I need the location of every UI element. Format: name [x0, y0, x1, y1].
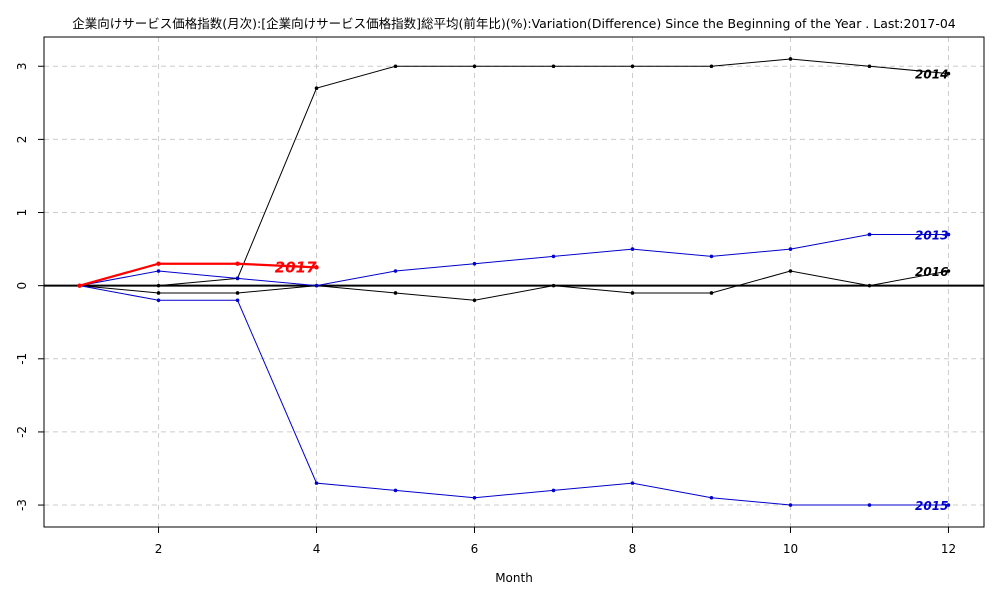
- x-tick-label: 12: [941, 542, 956, 556]
- data-point: [472, 64, 477, 69]
- series-line-2015: [79, 285, 949, 506]
- x-tick-label: 6: [471, 542, 479, 556]
- data-point: [946, 71, 951, 76]
- grid-lines: [44, 37, 984, 527]
- data-point: [235, 276, 240, 281]
- y-tick-label: -2: [15, 426, 29, 438]
- data-point: [946, 269, 951, 273]
- data-point: [709, 64, 714, 69]
- data-point: [709, 254, 714, 259]
- data-point: [867, 283, 872, 288]
- series-2013: [77, 232, 951, 288]
- data-point: [393, 269, 398, 273]
- data-point: [156, 291, 161, 295]
- data-point: [630, 64, 635, 69]
- data-point: [788, 503, 793, 507]
- x-tick-label: 8: [629, 542, 637, 556]
- series-line-2014: [79, 58, 949, 287]
- data-point: [788, 269, 793, 273]
- data-point: [314, 283, 319, 288]
- y-tick-label: 2: [15, 136, 29, 144]
- data-point: [156, 283, 161, 288]
- data-point: [946, 503, 951, 507]
- x-tick-label: 10: [783, 542, 798, 556]
- series-2015: [77, 283, 951, 507]
- data-point: [630, 247, 635, 251]
- data-point: [314, 481, 319, 485]
- x-tick-label: 4: [313, 542, 321, 556]
- series-line-2013: [79, 233, 949, 287]
- data-point: [551, 254, 556, 259]
- series-2014: [77, 57, 951, 288]
- y-tick-label: 3: [15, 62, 29, 70]
- data-point: [314, 265, 319, 270]
- data-point: [156, 261, 161, 266]
- data-point: [393, 64, 398, 69]
- data-point: [788, 57, 793, 61]
- data-point: [393, 291, 398, 295]
- chart-title: 企業向けサービス価格指数(月次):[企業向けサービス価格指数]総平均(前年比)(…: [72, 16, 956, 31]
- y-tick-label: 0: [15, 282, 29, 290]
- data-point: [156, 298, 161, 303]
- data-point: [235, 261, 240, 266]
- data-point: [472, 298, 477, 303]
- data-point: [551, 283, 556, 288]
- series-label-2017: 2017: [275, 258, 317, 276]
- data-point: [235, 291, 240, 295]
- series-2017: [77, 261, 319, 288]
- data-point: [551, 64, 556, 69]
- series-2016: [77, 269, 951, 303]
- y-axis: -3 -2 -1 0 1 2 3: [15, 62, 44, 511]
- series-labels: 2014 2016 2013 2015 2017: [275, 68, 949, 513]
- plot-area: [43, 36, 985, 528]
- data-point: [630, 481, 635, 485]
- x-axis: 2 4 6 8 10 12: [155, 527, 956, 556]
- data-point: [551, 488, 556, 493]
- series-label-2015: 2015: [915, 499, 948, 513]
- data-point: [788, 247, 793, 251]
- series-layer: [77, 57, 951, 507]
- data-point: [156, 269, 161, 273]
- data-point: [867, 503, 872, 507]
- series-label-2016: 2016: [915, 265, 948, 279]
- series-label-2014: 2014: [915, 68, 948, 82]
- data-point: [709, 291, 714, 295]
- data-point: [235, 298, 240, 303]
- series-label-2013: 2013: [915, 228, 948, 242]
- series-line-2017: [79, 262, 317, 287]
- x-axis-label: Month: [495, 571, 533, 585]
- data-point: [867, 64, 872, 69]
- series-line-2016: [79, 270, 949, 301]
- data-point: [472, 261, 477, 266]
- y-tick-label: -3: [15, 499, 29, 511]
- data-point: [314, 86, 319, 90]
- data-point: [946, 232, 951, 237]
- data-point: [393, 488, 398, 493]
- data-point: [630, 291, 635, 295]
- data-point: [867, 232, 872, 237]
- y-tick-label: -1: [15, 353, 29, 365]
- data-point: [709, 495, 714, 500]
- x-tick-label: 2: [155, 542, 163, 556]
- y-tick-label: 1: [15, 209, 29, 217]
- data-point: [77, 283, 82, 288]
- data-point: [472, 495, 477, 500]
